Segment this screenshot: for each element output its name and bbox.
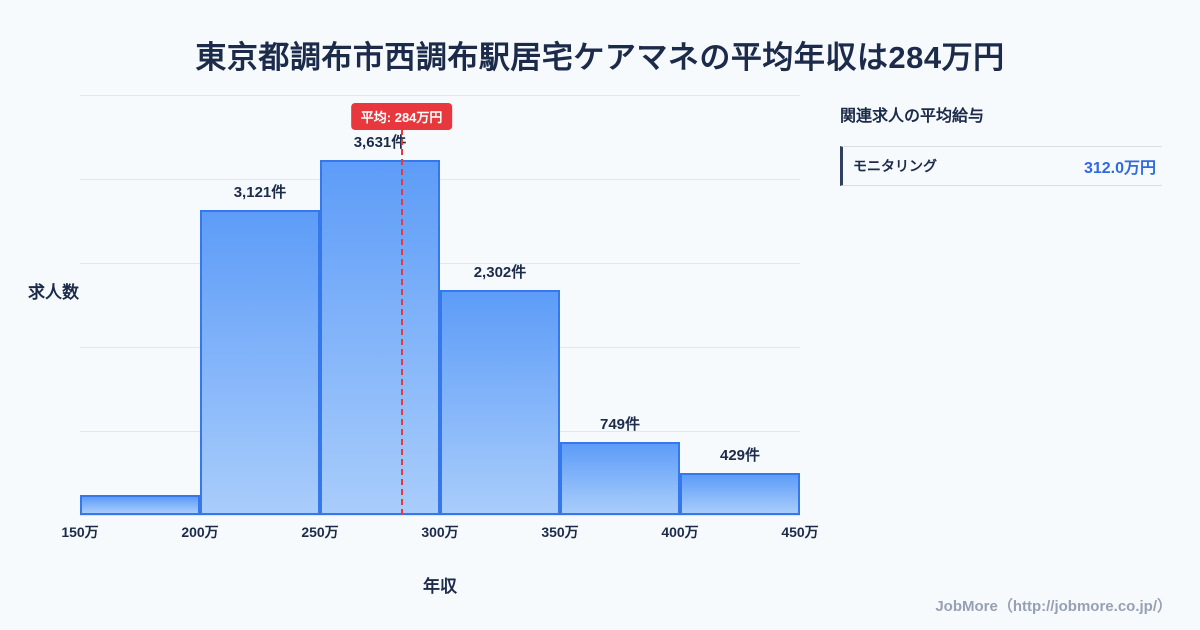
- bar-value-label: 3,121件: [233, 184, 287, 202]
- related-jobs-heading: 関連求人の平均給与: [840, 108, 985, 125]
- related-job-row: モニタリング 312.0万円: [840, 146, 1162, 186]
- related-job-salary: 312.0万円: [1083, 160, 1156, 177]
- histogram-bar: [80, 495, 200, 515]
- x-tick-label: 450万: [781, 524, 819, 540]
- related-job-label: モニタリング: [853, 158, 937, 174]
- x-tick-label: 350万: [541, 524, 579, 540]
- x-tick-label: 250万: [301, 524, 339, 540]
- histogram-bar: [200, 210, 320, 515]
- bar-value-label: 429件: [719, 447, 761, 465]
- x-tick-label: 150万: [61, 524, 99, 540]
- bar-value-label: 749件: [599, 415, 641, 433]
- bar-value-label: 3,631件: [353, 134, 407, 152]
- histogram-bar: [320, 160, 440, 515]
- histogram-bar: [440, 290, 560, 515]
- average-badge: 平均: 284万円: [350, 103, 453, 130]
- plot-area: 平均: 284万円 3,121件 3,631件 2,302件 749件 429件: [80, 95, 800, 516]
- average-line: [400, 129, 403, 515]
- x-tick-label: 200万: [181, 524, 219, 540]
- x-tick-label: 300万: [421, 524, 459, 540]
- x-axis-label: 年収: [423, 577, 457, 596]
- x-tick-label: 400万: [661, 524, 699, 540]
- page-title: 東京都調布市西調布駅居宅ケアマネの平均年収は284万円: [195, 40, 1005, 75]
- y-axis-label: 求人数: [28, 283, 79, 302]
- footer-credit: JobMore（http://jobmore.co.jp/）: [935, 598, 1172, 615]
- histogram-bar: [680, 473, 800, 515]
- x-axis-ticks: 150万 200万 250万 300万 350万 400万 450万: [61, 522, 818, 542]
- bar-value-label: 2,302件: [473, 264, 527, 282]
- histogram-bar: [560, 441, 680, 515]
